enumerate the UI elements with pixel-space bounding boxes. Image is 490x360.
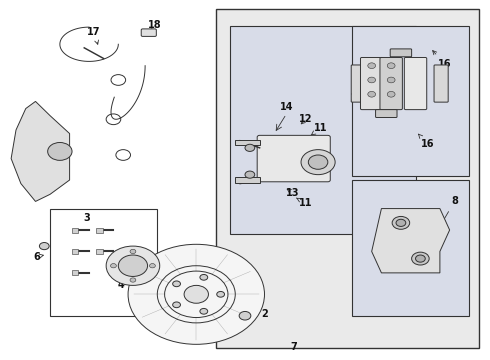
- Text: 12: 12: [299, 114, 313, 124]
- FancyBboxPatch shape: [390, 49, 412, 57]
- Circle shape: [387, 91, 395, 97]
- Text: 9: 9: [265, 136, 278, 146]
- Text: 17: 17: [87, 27, 101, 44]
- FancyBboxPatch shape: [141, 29, 156, 36]
- Polygon shape: [372, 208, 450, 273]
- Circle shape: [387, 63, 395, 68]
- Bar: [72, 228, 78, 233]
- FancyBboxPatch shape: [375, 110, 397, 117]
- FancyBboxPatch shape: [257, 135, 330, 182]
- Circle shape: [308, 155, 328, 169]
- Text: 5: 5: [46, 130, 56, 149]
- Circle shape: [245, 144, 255, 152]
- FancyBboxPatch shape: [434, 65, 448, 102]
- Text: 16: 16: [418, 134, 435, 149]
- Bar: [72, 249, 78, 254]
- Text: 7: 7: [291, 342, 297, 352]
- Circle shape: [387, 77, 395, 83]
- Text: 11: 11: [296, 198, 313, 208]
- Circle shape: [392, 216, 410, 229]
- Bar: [72, 270, 78, 275]
- FancyBboxPatch shape: [361, 58, 383, 110]
- Text: 14: 14: [264, 156, 277, 166]
- Circle shape: [149, 264, 155, 268]
- FancyBboxPatch shape: [351, 65, 366, 102]
- Bar: [97, 249, 103, 254]
- Bar: [230, 26, 416, 234]
- Circle shape: [172, 302, 180, 308]
- Polygon shape: [11, 102, 70, 202]
- Text: 10: 10: [260, 161, 274, 171]
- Text: 1: 1: [220, 275, 244, 287]
- Text: 6: 6: [33, 252, 43, 262]
- Circle shape: [368, 77, 375, 83]
- Circle shape: [130, 249, 136, 253]
- Circle shape: [368, 63, 375, 68]
- Circle shape: [245, 171, 255, 178]
- Circle shape: [301, 150, 335, 175]
- Circle shape: [130, 278, 136, 282]
- Circle shape: [39, 243, 49, 249]
- FancyBboxPatch shape: [404, 58, 427, 110]
- Circle shape: [200, 309, 208, 314]
- Circle shape: [111, 264, 116, 268]
- Circle shape: [118, 255, 147, 276]
- Circle shape: [396, 219, 406, 226]
- Text: 3: 3: [83, 212, 90, 222]
- Circle shape: [200, 274, 208, 280]
- Circle shape: [48, 143, 72, 160]
- Text: 2: 2: [248, 309, 268, 319]
- Circle shape: [368, 91, 375, 97]
- Circle shape: [172, 281, 180, 287]
- Bar: [50, 208, 157, 316]
- Circle shape: [412, 252, 429, 265]
- Text: 13: 13: [286, 188, 299, 198]
- Text: 8: 8: [442, 197, 458, 223]
- Circle shape: [184, 285, 208, 303]
- Text: 16: 16: [433, 50, 451, 69]
- Bar: [352, 26, 469, 176]
- Circle shape: [239, 311, 251, 320]
- Bar: [235, 177, 260, 183]
- Bar: [97, 228, 103, 233]
- FancyBboxPatch shape: [380, 58, 402, 110]
- Bar: [216, 9, 479, 348]
- Bar: [352, 180, 469, 316]
- Circle shape: [416, 255, 425, 262]
- Bar: [235, 140, 260, 145]
- Text: 11: 11: [311, 123, 327, 135]
- Circle shape: [128, 244, 265, 344]
- Circle shape: [106, 246, 160, 285]
- Text: 15: 15: [350, 83, 367, 103]
- Text: 18: 18: [148, 19, 162, 33]
- Circle shape: [217, 292, 224, 297]
- Text: 4: 4: [118, 277, 130, 291]
- Text: 14: 14: [280, 102, 293, 112]
